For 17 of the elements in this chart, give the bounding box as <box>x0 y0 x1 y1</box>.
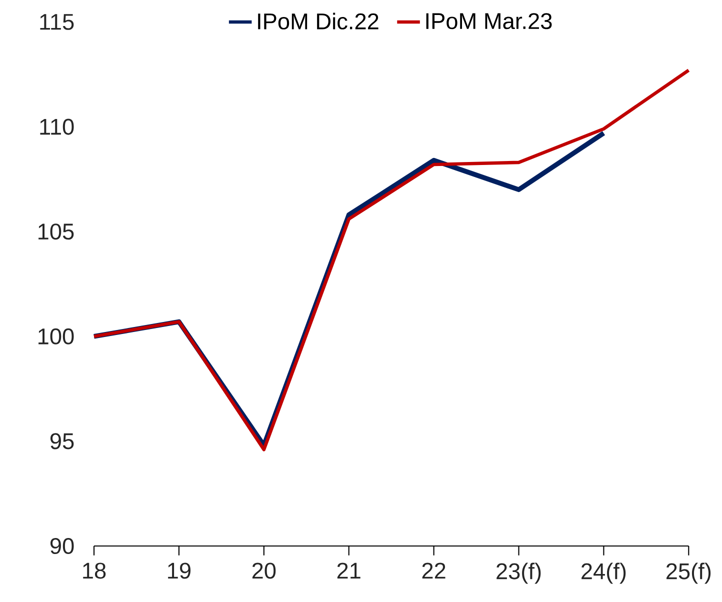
x-tick-label: 22 <box>422 562 446 579</box>
y-tick-label: 105 <box>38 224 74 240</box>
x-tick-label: 23(f) <box>496 562 541 584</box>
y-tick-label: 115 <box>40 14 74 30</box>
legend-label: IPoM Dic.22 <box>258 12 378 30</box>
y-tick-label: 110 <box>40 118 74 135</box>
y-tick-label: 95 <box>50 433 74 450</box>
y-tick-label: 90 <box>50 538 74 554</box>
x-tick-label: 24(f) <box>582 562 626 584</box>
x-tick-label: 25(f) <box>666 562 711 584</box>
x-tick-label: 20 <box>252 562 276 579</box>
x-tick-label: 19 <box>168 562 190 579</box>
x-tick-label: 21 <box>337 562 360 579</box>
legend-label: IPoM Mar.23 <box>426 13 552 30</box>
line-series <box>92 68 690 452</box>
y-tick-label: 100 <box>38 328 74 344</box>
x-tick-label: 18 <box>83 562 106 579</box>
